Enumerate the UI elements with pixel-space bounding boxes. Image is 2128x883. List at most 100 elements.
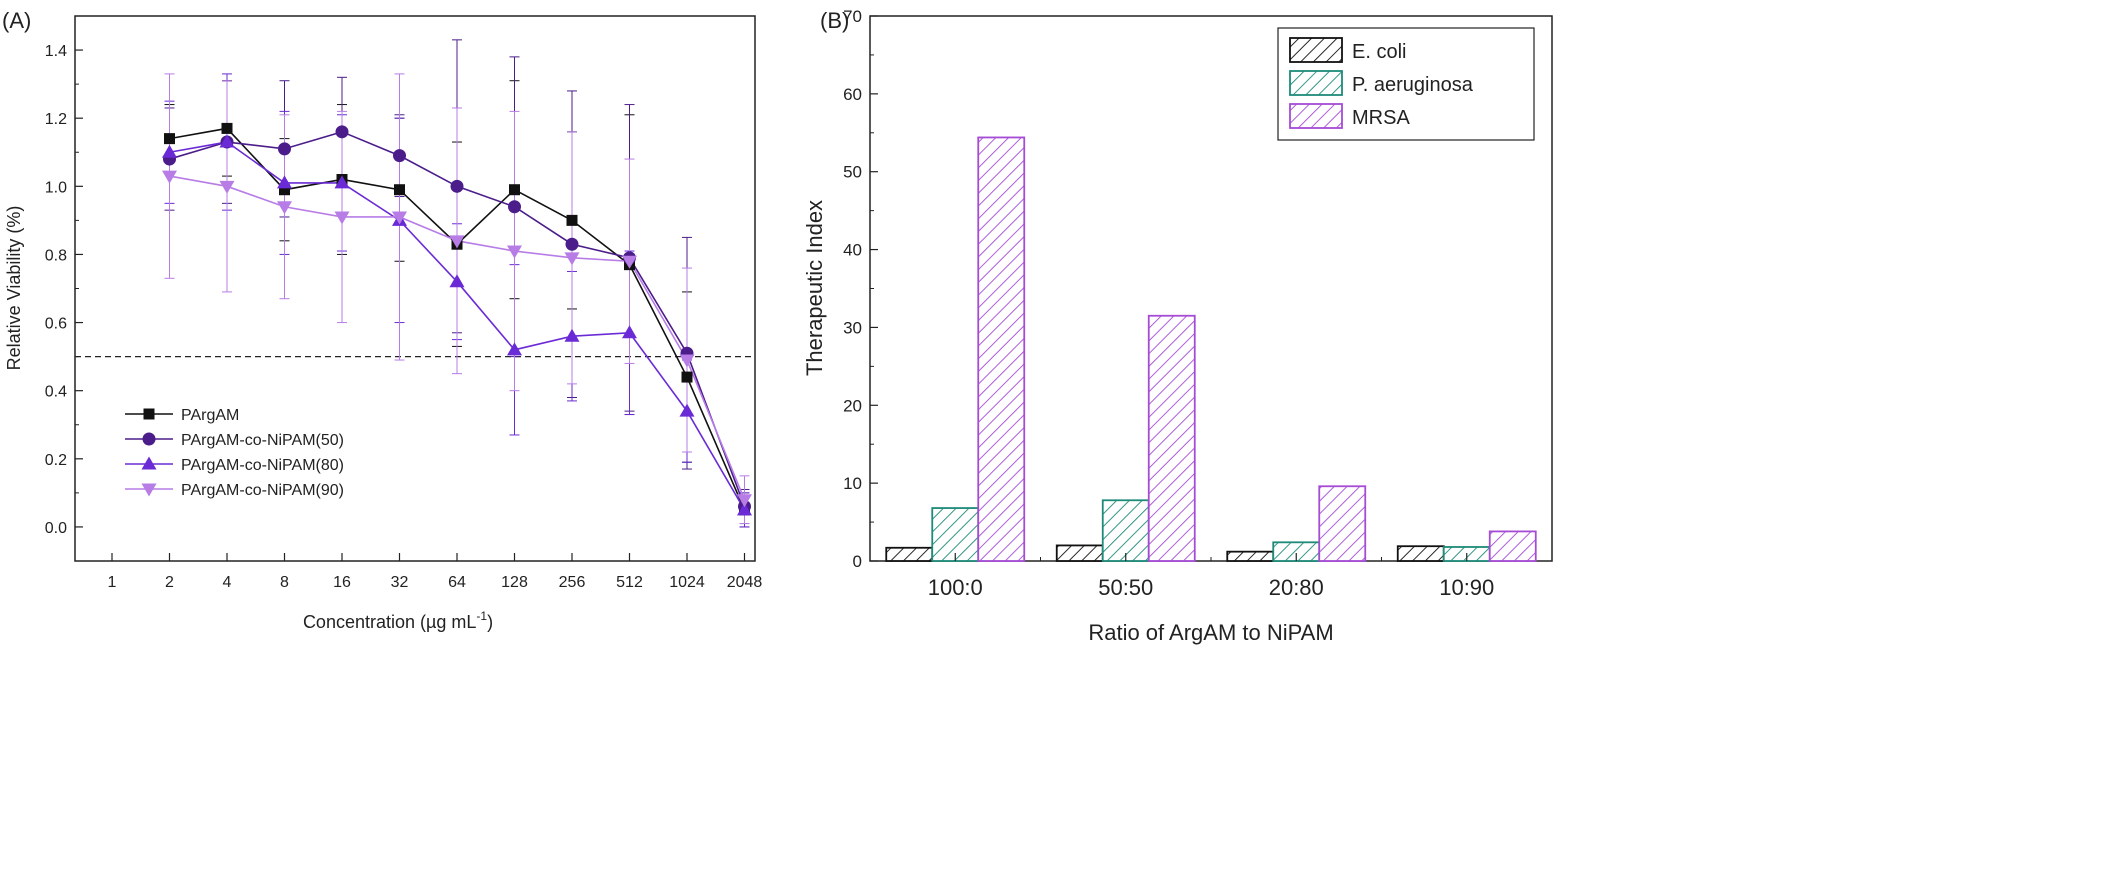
panel-a-plot-frame <box>74 15 756 562</box>
panel-b-bar <box>1101 499 1150 562</box>
panel-a-legend-marker <box>143 408 155 420</box>
panel-b-x-ticks: 100:0 50:50 20:80 10:90 <box>928 553 1494 600</box>
panel-a-x-tick-label: 2048 <box>727 574 763 591</box>
panel-a-legend-marker <box>141 483 157 497</box>
panel-a-data-point <box>278 142 291 156</box>
panel-b-y-tick-label: 0 <box>853 552 862 571</box>
panel-a-legend-label: PArgAM-co-NiPAM(90) <box>181 482 344 499</box>
panel-a-data-point <box>335 125 349 139</box>
panel-a-data-point <box>162 170 177 184</box>
panel-a-data-point <box>679 403 695 417</box>
panel-a-legend: PArgAM PArgAM-co-NiPAM(50) PArgAM-co-NiPAM… <box>125 407 344 499</box>
panel-a-x-ticks: 1 2 4 8 16 32 64 128 256 512 1024 2048 <box>108 553 763 591</box>
panel-a-x-tick-label: 32 <box>391 574 409 591</box>
panel-a-legend-label: PArgAM <box>181 407 239 424</box>
panel-a: (A) 0.00.20.40.60.81.01.21.4 1 2 4 8 16 32 64 1… <box>2 8 762 632</box>
panel-b-y-tick-label: 70 <box>843 7 862 26</box>
panel-a-data-point <box>450 179 464 193</box>
panel-b-bar <box>1396 545 1445 562</box>
panel-b-bar <box>1147 314 1196 562</box>
panel-b-x-tick-label: 20:80 <box>1269 575 1324 600</box>
panel-a-y-tick-label: 1.0 <box>45 179 67 196</box>
panel-a-x-axis-title: Concentration (µg mL-1) <box>303 609 493 632</box>
panel-b-y-tick-label: 30 <box>843 318 862 337</box>
panel-a-data-point <box>622 255 637 269</box>
panel-b-legend-swatch <box>1289 70 1343 96</box>
panel-b-bar <box>1488 530 1537 562</box>
panel-a-x-tick-label: 128 <box>501 574 528 591</box>
panel-a-x-tick-label: 16 <box>333 574 351 591</box>
panel-b-bar <box>931 507 980 562</box>
panel-b-bar <box>1055 544 1104 562</box>
panel-b-bar <box>1226 550 1275 562</box>
panel-a-data-point <box>277 201 292 215</box>
panel-a-data-point <box>277 175 292 189</box>
panel-b-legend-label: E. coli <box>1352 41 1406 63</box>
panel-a-y-tick-label: 0.4 <box>45 384 67 401</box>
panel-b-x-tick-label: 100:0 <box>928 575 983 600</box>
panel-a-y-tick-label: 0.6 <box>45 316 67 333</box>
panel-b-x-axis-title: Ratio of ArgAM to NiPAM <box>1088 620 1333 645</box>
panel-a-data-point <box>565 237 579 251</box>
panel-a-data-point <box>566 214 578 226</box>
panel-a-legend-marker <box>142 432 156 446</box>
panel-a-data-point <box>219 134 235 148</box>
panel-a-data-point <box>509 184 520 196</box>
panel-a-data-point <box>221 122 233 134</box>
panel-b-legend: E. coli P. aeruginosa MRSA <box>1277 27 1535 141</box>
panel-a-x-tick-label: 64 <box>448 574 466 591</box>
panel-a-x-axis-title-sup: -1 <box>476 609 487 623</box>
panel-a-y-tick-label: 0.0 <box>45 520 67 537</box>
panel-b-y-axis-title: Therapeutic Index <box>802 200 827 376</box>
panel-b-x-tick-label: 10:90 <box>1439 575 1494 600</box>
panel-b-x-tick-label: 50:50 <box>1098 575 1153 600</box>
panel-a-y-tick-label: 1.2 <box>45 111 67 128</box>
panel-a-y-ticks: 0.0 0.2 0.4 0.6 0.8 1.0 1.2 1.4 <box>45 43 83 537</box>
panel-a-y-tick-label: 0.8 <box>45 247 67 264</box>
panel-a-data-point <box>679 354 695 368</box>
panel-b-legend-label: MRSA <box>1352 107 1410 129</box>
panel-b-bar <box>1318 485 1367 562</box>
panel-a-data-point <box>334 175 350 189</box>
panel-a-data-point <box>449 235 465 249</box>
panel-a-x-tick-label: 2 <box>165 574 174 591</box>
panel-b-bars <box>885 136 1537 562</box>
panel-a-markers <box>162 122 752 516</box>
panel-b-y-tick-label: 40 <box>843 241 862 260</box>
panel-a-data-point <box>507 342 522 356</box>
panel-a-data-point <box>392 211 407 225</box>
panel-a-x-tick-label: 512 <box>616 574 643 591</box>
panel-a-legend-marker <box>141 456 157 470</box>
figure: (A) 0.00.20.40.60.81.01.21.4 1 2 4 8 16 32 64 1… <box>2 7 1553 645</box>
panel-b-y-tick-label: 50 <box>843 163 862 182</box>
panel-a-data-point <box>164 133 175 145</box>
panel-b-legend-swatch <box>1289 37 1343 63</box>
panel-a-data-point <box>681 371 693 383</box>
panel-a-y-tick-label: 1.4 <box>45 43 67 60</box>
panel-a-data-point <box>449 274 465 288</box>
panel-a-y-tick-label: 0.2 <box>45 452 67 469</box>
panel-a-data-point <box>219 180 235 194</box>
panel-b-bar <box>977 136 1026 562</box>
panel-a-data-point <box>334 211 350 225</box>
panel-a-data-point <box>279 184 290 196</box>
panel-a-x-axis-title-close: ) <box>487 612 493 632</box>
panel-a-label: (A) <box>2 8 31 33</box>
panel-b-legend-swatch <box>1289 103 1343 129</box>
panel-b-y-ticks: 0 10 20 30 40 50 60 70 <box>843 7 878 571</box>
panel-a-x-axis-title-main: Concentration (µg mL <box>303 612 476 632</box>
panel-b-bar <box>885 546 934 562</box>
panel-a-legend-label: PArgAM-co-NiPAM(80) <box>181 457 344 474</box>
panel-a-x-tick-label: 1024 <box>669 574 705 591</box>
panel-a-data-point <box>564 252 580 266</box>
panel-b-legend-label: P. aeruginosa <box>1352 74 1474 96</box>
panel-a-data-point <box>622 325 637 339</box>
panel-b-label: (B) <box>820 8 849 33</box>
panel-a-data-point <box>393 149 406 163</box>
panel-a-y-axis-title: Relative Viability (%) <box>4 206 24 371</box>
panel-a-data-point <box>508 200 521 214</box>
panel-a-x-tick-label: 1 <box>108 574 117 591</box>
panel-a-x-tick-label: 8 <box>280 574 289 591</box>
panel-a-data-point <box>737 494 752 508</box>
panel-a-data-point <box>394 184 405 196</box>
